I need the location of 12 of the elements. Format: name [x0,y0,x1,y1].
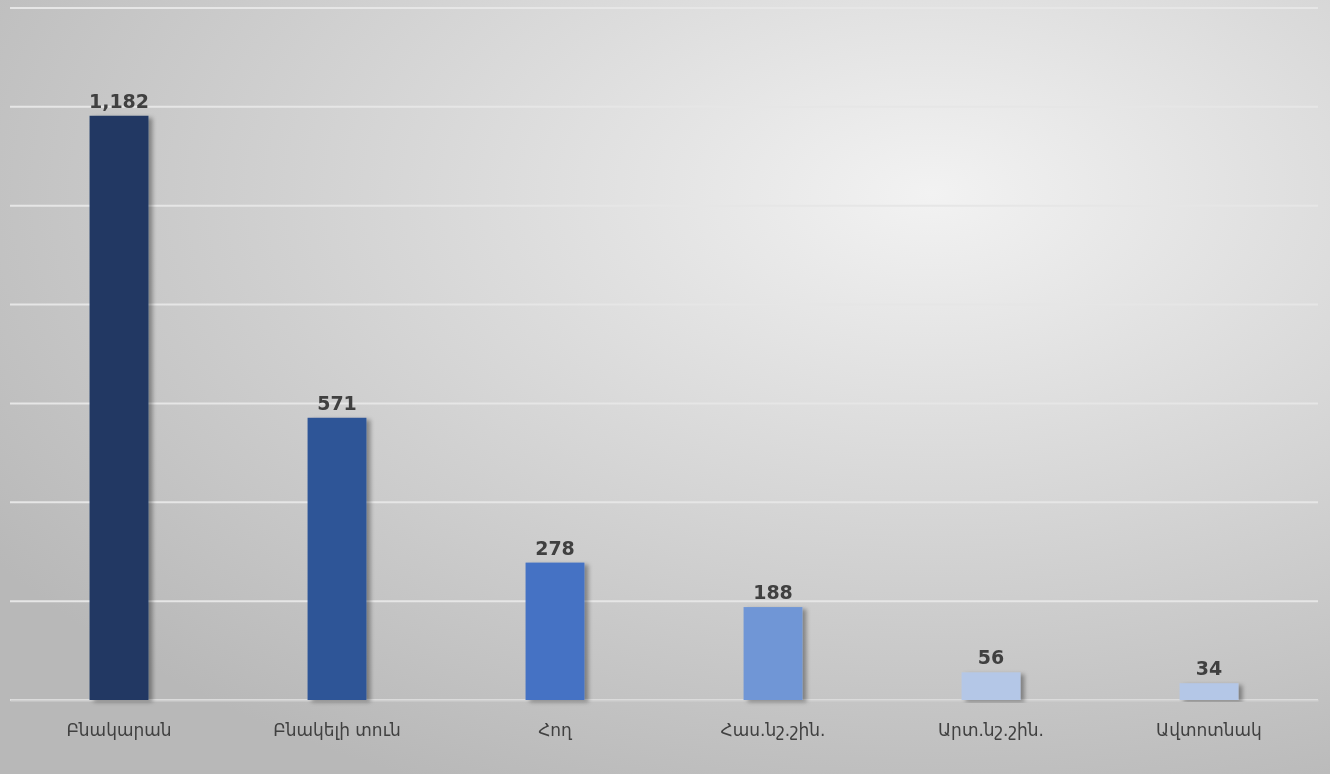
x-tick-label: Բնակարան [66,720,172,741]
data-label: 278 [535,536,575,559]
x-tick-label: Բնակելի տուն [273,720,401,741]
x-tick-label: Ավտոտնակ [1156,720,1262,741]
data-label: 571 [317,391,357,414]
x-tick-label: Արտ.նշ.շին. [938,720,1044,741]
x-tick-label: Հող [538,720,574,741]
data-label: 34 [1195,657,1223,680]
data-label: 188 [753,581,793,604]
data-label: 56 [977,646,1005,669]
x-tick-label: Հաս.նշ.շին. [720,720,826,741]
data-label: 1,182 [88,89,150,112]
